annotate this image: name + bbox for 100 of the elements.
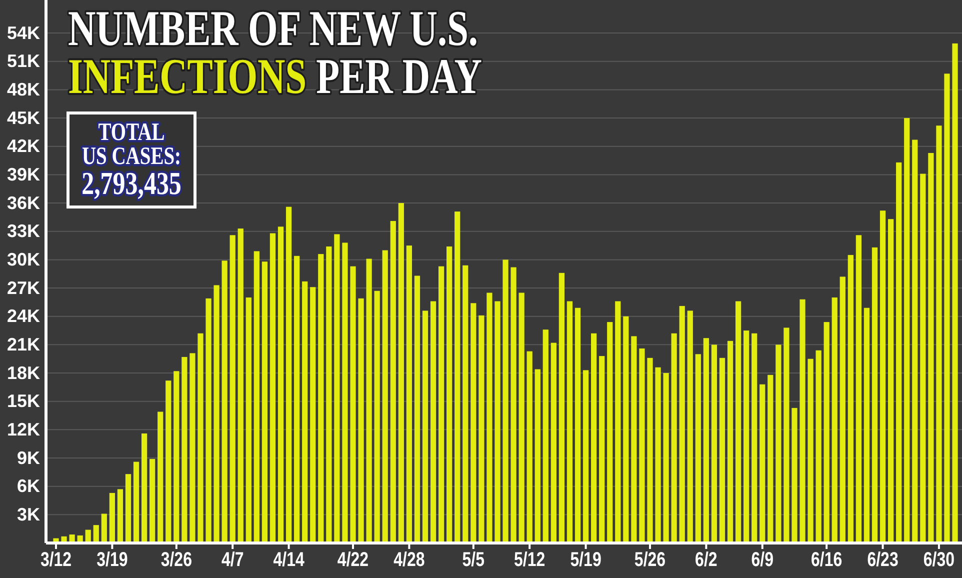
bar (542, 330, 548, 543)
bar (438, 266, 444, 543)
bar (350, 266, 356, 543)
bar (133, 462, 140, 543)
bar (254, 251, 260, 543)
bar (768, 374, 774, 543)
bar (478, 315, 484, 543)
bar (582, 370, 589, 543)
bar (141, 433, 148, 543)
bar (703, 338, 709, 543)
bar (302, 281, 308, 543)
bar (470, 303, 476, 543)
bar (671, 333, 677, 543)
x-tick-label: 6/30 (923, 549, 962, 572)
bar (534, 369, 540, 543)
y-tick-label: 51K (6, 51, 40, 72)
x-tick-label: 4/22 (337, 549, 376, 572)
bar (936, 126, 942, 543)
x-tick-label: 3/26 (160, 549, 200, 572)
y-tick-label: 3K (16, 504, 40, 524)
bar (944, 74, 950, 543)
annotation: TOTAL US CASES: 2,793,435 (82, 118, 182, 202)
bar (840, 276, 846, 543)
bar (374, 290, 380, 543)
bar (406, 246, 412, 543)
bar (711, 344, 718, 543)
bar (206, 298, 212, 543)
x-tick-label: 6/9 (751, 549, 780, 572)
bar (856, 235, 862, 543)
bar (679, 306, 685, 543)
y-tick-label: 27K (6, 278, 40, 298)
bar (117, 489, 124, 543)
bar (631, 336, 637, 543)
bar (342, 242, 348, 543)
bar (246, 297, 252, 543)
bar (832, 297, 838, 543)
y-tick-label: 33K (6, 221, 40, 242)
bar (278, 226, 284, 543)
bar (166, 380, 172, 543)
y-tick-label: 54K (6, 22, 40, 43)
bar (550, 342, 556, 543)
y-tick-label: 42K (6, 136, 40, 156)
x-tick-label: 5/19 (570, 549, 610, 572)
x-tick-label: 5/12 (514, 549, 553, 572)
bar (125, 474, 132, 543)
bar (952, 43, 958, 543)
bar (222, 260, 228, 543)
bar (446, 246, 452, 543)
bar (744, 330, 750, 543)
bar (574, 308, 581, 543)
y-tick-label: 21K (6, 334, 40, 354)
y-tick-label: 30K (6, 249, 40, 270)
bar (238, 228, 244, 543)
bar (182, 356, 188, 543)
bar (430, 301, 436, 543)
bar (896, 162, 902, 543)
bar (230, 235, 236, 543)
bar (591, 333, 597, 543)
bar (294, 256, 300, 543)
bar (366, 258, 372, 543)
x-tick-label: 6/2 (695, 549, 723, 572)
x-tick-label: 3/19 (96, 549, 136, 572)
bar (647, 358, 653, 543)
y-tick-label: 36K (6, 192, 40, 213)
bar (623, 316, 629, 543)
x-tick-label: 3/12 (40, 549, 80, 572)
bar (912, 140, 918, 543)
bar (760, 384, 766, 543)
bar (687, 310, 693, 543)
bar (719, 358, 726, 543)
bar (510, 267, 516, 543)
x-tick-label: 6/23 (867, 549, 906, 572)
bar (310, 287, 316, 543)
text: NUMBER OF NEW U.S. INFECTIONS PER DAY (68, 0, 482, 104)
bar (727, 340, 734, 543)
x-tick-label: 4/28 (394, 549, 433, 572)
bar (101, 514, 107, 543)
bar (880, 210, 886, 543)
bar (518, 292, 524, 543)
bar (663, 373, 669, 543)
bar (150, 458, 156, 543)
bar (486, 292, 492, 543)
bar (286, 206, 292, 543)
bar (318, 254, 324, 543)
bar (864, 308, 870, 543)
bar (792, 408, 798, 543)
bar (888, 219, 894, 543)
y-tick-label: 45K (6, 108, 40, 128)
bar (462, 265, 468, 543)
bar (599, 356, 605, 543)
bar (904, 118, 910, 543)
y-tick-label: 18K (6, 362, 40, 383)
x-tick-label: 4/14 (273, 549, 312, 572)
x-tick-label: 5/5 (462, 549, 490, 572)
y-tick-label: 39K (6, 164, 40, 184)
bar (190, 353, 196, 543)
y-tick-label: 9K (16, 448, 40, 468)
bar (270, 233, 276, 543)
bar (382, 250, 388, 543)
bar (398, 203, 404, 543)
